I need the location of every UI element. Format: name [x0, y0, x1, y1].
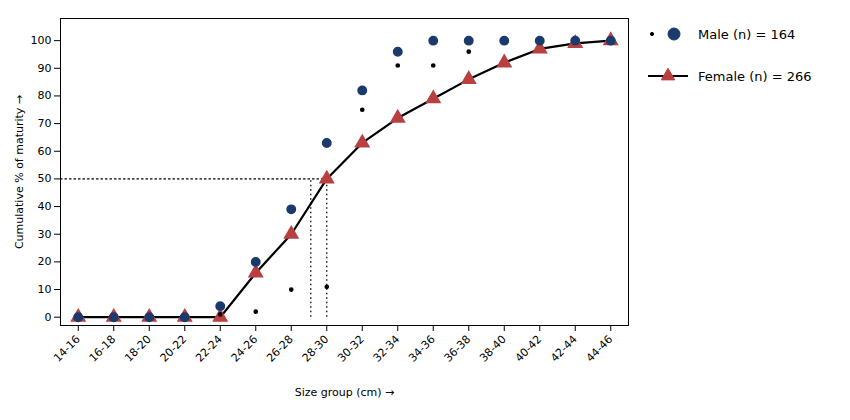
svg-text:44-46: 44-46 — [584, 333, 616, 365]
svg-text:70: 70 — [38, 117, 52, 130]
html-text:Male (n) = 164: Male (n) = 164 — [698, 26, 796, 42]
svg-text:24-26: 24-26 — [229, 333, 261, 365]
svg-text:26-28: 26-28 — [264, 333, 296, 365]
svg-text:10: 10 — [38, 283, 52, 296]
svg-text:38-40: 38-40 — [477, 333, 509, 365]
svg-text:90: 90 — [38, 62, 52, 75]
svg-text:16-18: 16-18 — [87, 333, 119, 365]
svg-text:20-22: 20-22 — [158, 333, 190, 365]
svg-text:32-34: 32-34 — [371, 333, 403, 365]
svg-text:22-24: 22-24 — [193, 333, 225, 365]
svg-text:0: 0 — [45, 311, 52, 324]
svg-text:60: 60 — [38, 145, 52, 158]
svg-text:14-16: 14-16 — [51, 333, 83, 365]
svg-text:18-20: 18-20 — [122, 333, 154, 365]
svg-text:36-38: 36-38 — [442, 333, 474, 365]
svg-text:20: 20 — [38, 255, 52, 268]
svg-text:30-32: 30-32 — [335, 333, 367, 365]
svg-text:Size group (cm) →: Size group (cm) → — [295, 386, 395, 399]
svg-text:40: 40 — [38, 200, 52, 213]
svg-text:42-44: 42-44 — [548, 333, 580, 365]
svg-text:50: 50 — [38, 172, 52, 185]
svg-text:30: 30 — [38, 228, 52, 241]
svg-text:80: 80 — [38, 89, 52, 102]
svg-text:28-30: 28-30 — [300, 333, 332, 365]
svg-text:Cumulative % of maturity →: Cumulative % of maturity → — [13, 95, 26, 249]
svg-text:100: 100 — [31, 34, 52, 47]
svg-text:40-42: 40-42 — [513, 333, 545, 365]
html-text:Female (n) = 266: Female (n) = 266 — [698, 68, 812, 84]
svg-text:34-36: 34-36 — [406, 333, 438, 365]
